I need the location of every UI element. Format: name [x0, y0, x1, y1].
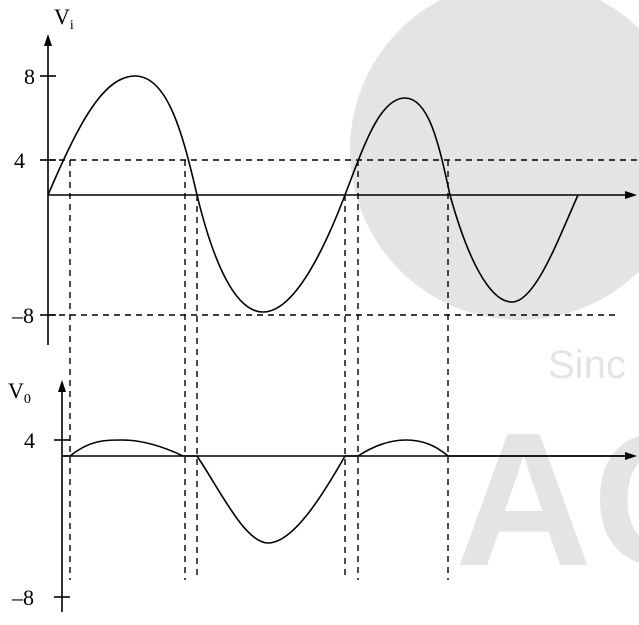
tick-label: 4 — [24, 428, 35, 453]
tick-label: 8 — [24, 64, 35, 89]
axis-label: Vi — [54, 4, 74, 33]
tick-label: 4 — [14, 148, 25, 173]
watermark: Sinc AC — [350, 0, 639, 606]
arrow — [625, 452, 637, 460]
input-wave — [47, 75, 579, 313]
tick-label: –8 — [11, 585, 34, 610]
output-wave — [62, 439, 628, 544]
watermark-text: Sinc — [548, 343, 626, 387]
axis-label: V0 — [8, 378, 31, 407]
arrow — [58, 380, 66, 392]
watermark-shape — [350, 0, 639, 320]
arrow — [44, 34, 52, 46]
tick-label: –8 — [11, 303, 34, 328]
arrow — [625, 191, 637, 199]
watermark-text: AC — [455, 394, 639, 606]
